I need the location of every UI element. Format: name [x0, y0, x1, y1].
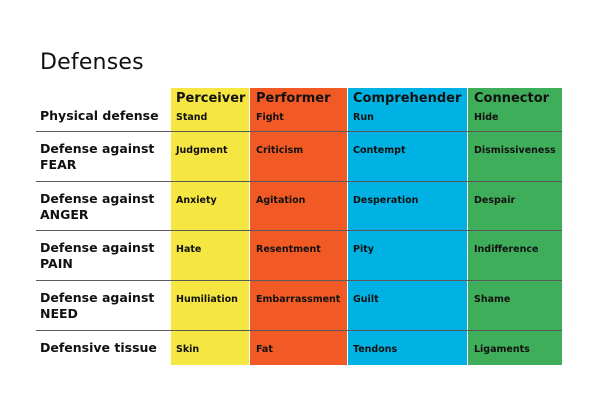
- row-divider: [36, 230, 562, 231]
- page-title: Defenses: [40, 50, 144, 75]
- column-connector-bg: [468, 88, 562, 365]
- cell-perceiver-fear: Judgment: [176, 145, 228, 156]
- column-comprehender-bg: [348, 88, 467, 365]
- column-header-comprehender: Comprehender: [353, 91, 462, 106]
- cell-comprehender-need: Guilt: [353, 294, 379, 305]
- cell-performer-need: Embarrassment: [256, 294, 341, 305]
- cell-comprehender-pain: Pity: [353, 244, 374, 255]
- row-label-line1: Defense against: [40, 191, 155, 206]
- cell-perceiver-need: Humiliation: [176, 294, 238, 305]
- cell-perceiver-tissue: Skin: [176, 344, 200, 355]
- row-label-line1: Defensive tissue: [40, 340, 157, 355]
- cell-perceiver-anger: Anxiety: [176, 195, 217, 206]
- column-header-perceiver: Perceiver: [176, 91, 246, 106]
- row-label-line2: PAIN: [40, 256, 73, 271]
- row-label-line1: Defense against: [40, 290, 155, 305]
- cell-performer-tissue: Fat: [256, 344, 273, 355]
- row-divider: [36, 330, 562, 331]
- row-divider: [36, 280, 562, 281]
- cell-connector-anger: Despair: [474, 195, 516, 206]
- column-perceiver-bg: [171, 88, 249, 365]
- column-performer-bg: [250, 88, 347, 365]
- cell-performer-fear: Criticism: [256, 145, 304, 156]
- row-label-line2: NEED: [40, 306, 78, 321]
- row-label-pain: Defense against PAIN: [40, 240, 154, 272]
- row-label-defensive-tissue: Defensive tissue: [40, 340, 157, 356]
- cell-perceiver-pain: Hate: [176, 244, 202, 255]
- row-label-anger: Defense against ANGER: [40, 191, 154, 223]
- cell-comprehender-anger: Desperation: [353, 195, 419, 206]
- row-label-fear: Defense against FEAR: [40, 141, 154, 173]
- row-label-line1: Defense against: [40, 240, 155, 255]
- cell-perceiver-physical: Stand: [176, 112, 208, 123]
- row-label-need: Defense against NEED: [40, 290, 154, 322]
- cell-connector-pain: Indifference: [474, 244, 539, 255]
- row-label-line1: Defense against: [40, 141, 155, 156]
- cell-connector-fear: Dismissiveness: [474, 145, 556, 156]
- row-label-line2: ANGER: [40, 207, 89, 222]
- cell-comprehender-tissue: Tendons: [353, 344, 398, 355]
- cell-connector-physical: Hide: [474, 112, 499, 123]
- row-label-line2: FEAR: [40, 157, 77, 172]
- row-label-physical-defense: Physical defense: [40, 108, 159, 124]
- row-divider: [36, 131, 562, 132]
- cell-performer-anger: Agitation: [256, 195, 306, 206]
- column-header-performer: Performer: [256, 91, 331, 106]
- row-label-line1: Physical defense: [40, 108, 159, 123]
- cell-performer-pain: Resentment: [256, 244, 321, 255]
- cell-connector-need: Shame: [474, 294, 511, 305]
- cell-comprehender-fear: Contempt: [353, 145, 406, 156]
- cell-connector-tissue: Ligaments: [474, 344, 530, 355]
- cell-comprehender-physical: Run: [353, 112, 374, 123]
- row-divider: [36, 181, 562, 182]
- column-header-connector: Connector: [474, 91, 550, 106]
- cell-performer-physical: Fight: [256, 112, 284, 123]
